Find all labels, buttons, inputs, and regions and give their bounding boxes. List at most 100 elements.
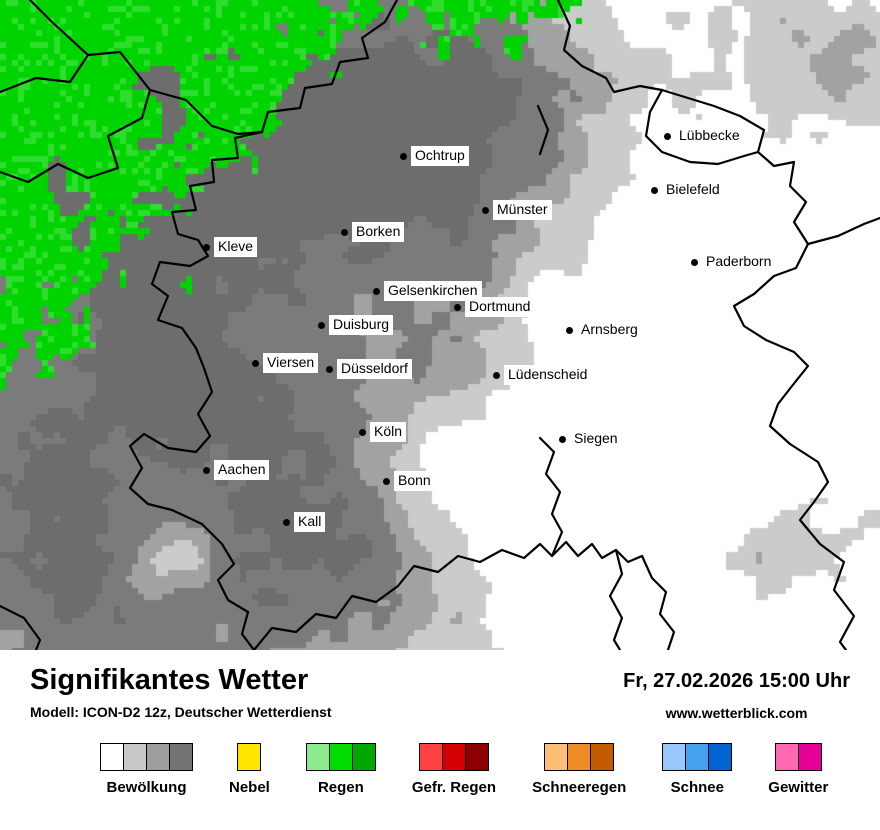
legend-label: Schnee (670, 779, 724, 796)
city-dot-icon (566, 326, 573, 334)
city-name: Lüdenscheid (504, 365, 592, 385)
legend-swatch (237, 743, 262, 771)
city-label: Duisburg (318, 314, 394, 336)
legend-swatches (418, 743, 489, 771)
legend-swatches (100, 743, 193, 771)
legend-swatch (305, 743, 330, 771)
city-name: Düsseldorf (337, 359, 412, 379)
legend-group: Schnee (662, 743, 733, 796)
legend-label: Schneeregen (532, 779, 627, 796)
legend-swatch (662, 743, 687, 771)
city-label: Arnsberg (566, 319, 642, 341)
city-name: Borken (352, 222, 405, 242)
legend-swatch (567, 743, 592, 771)
legend-swatch (100, 743, 124, 771)
city-name: Bonn (394, 471, 435, 491)
city-label: Bonn (383, 470, 435, 492)
legend-swatch (464, 743, 489, 771)
border-nl-inner-2 (0, 53, 90, 94)
city-dot-icon (559, 435, 566, 443)
legend-group: Gewitter (768, 743, 828, 796)
city-dot-icon (326, 365, 333, 373)
legend-group: Gefr. Regen (412, 743, 496, 796)
legend-swatches (662, 743, 733, 771)
border-nl-inner-3 (148, 88, 264, 136)
city-dot-icon (664, 132, 671, 140)
city-dot-icon (373, 287, 380, 295)
model-info: Modell: ICON-D2 12z, Deutscher Wetterdie… (30, 704, 332, 720)
legend-swatch (169, 743, 193, 771)
city-name: Siegen (570, 429, 622, 449)
city-label: Lübbecke (664, 125, 744, 147)
legend-swatches (774, 743, 822, 771)
legend-label: Gefr. Regen (411, 779, 497, 796)
footer-left: Signifikantes Wetter Modell: ICON-D2 12z… (30, 664, 332, 720)
border-overlay (0, 0, 880, 650)
page-title: Signifikantes Wetter (30, 664, 309, 696)
border-nl-inner-1 (0, 0, 152, 184)
city-dot-icon (493, 371, 500, 379)
website-url: www.wetterblick.com (665, 705, 808, 721)
city-label: Düsseldorf (326, 358, 412, 380)
city-label: Kall (283, 511, 326, 533)
city-name: Arnsberg (577, 320, 642, 340)
legend-swatch (146, 743, 170, 771)
city-name: Kleve (214, 237, 258, 257)
city-name: Viersen (263, 353, 319, 373)
city-dot-icon (318, 321, 325, 329)
legend: Bewölkung Nebel Regen Gefr. Regen Schneerege… (30, 743, 850, 796)
city-label: Ochtrup (400, 145, 469, 167)
city-label: Bielefeld (651, 179, 724, 201)
legend-swatches (305, 743, 376, 771)
city-dot-icon (359, 428, 366, 436)
city-dot-icon (341, 228, 348, 236)
city-label: Köln (359, 421, 407, 443)
city-dot-icon (203, 466, 210, 474)
legend-group: Regen (305, 743, 376, 796)
border-siegen-internal (538, 436, 564, 558)
legend-swatch (351, 743, 376, 771)
city-label: Gelsenkirchen (373, 280, 482, 302)
footer: Signifikantes Wetter Modell: ICON-D2 12z… (0, 650, 880, 830)
legend-group: Nebel (229, 743, 270, 796)
border-netherlands-west (128, 0, 399, 650)
city-dot-icon (691, 258, 698, 266)
legend-swatch (328, 743, 353, 771)
state-borders (0, 0, 880, 650)
city-dot-icon (454, 303, 461, 311)
legend-swatch (418, 743, 443, 771)
city-dot-icon (400, 152, 407, 160)
city-label: Aachen (203, 459, 270, 481)
city-dot-icon (651, 186, 658, 194)
city-name: Bielefeld (662, 180, 724, 200)
legend-swatch (590, 743, 615, 771)
legend-label: Gewitter (768, 779, 829, 796)
city-label: Lüdenscheid (493, 364, 592, 386)
legend-label: Nebel (229, 779, 270, 796)
legend-swatches (237, 743, 262, 771)
legend-swatches (544, 743, 615, 771)
border-siegen-internal-2 (608, 548, 624, 650)
city-layer: Ochtrup Lübbecke Bielefeld Münster Borken Kle… (203, 125, 772, 533)
border-east-spur (806, 216, 880, 246)
city-label: Viersen (252, 352, 319, 374)
legend-label: Bewölkung (106, 779, 187, 796)
footer-right: Fr, 27.02.2026 15:00 Uhr www.wetterblick… (623, 664, 850, 721)
city-name: Kall (294, 512, 326, 532)
city-name: Münster (493, 200, 552, 220)
city-dot-icon (203, 243, 210, 251)
city-label: Borken (341, 221, 405, 243)
city-name: Köln (370, 422, 407, 442)
city-label: Dortmund (454, 296, 535, 318)
legend-swatch (685, 743, 710, 771)
city-label: Münster (482, 199, 552, 221)
city-dot-icon (383, 477, 390, 485)
border-south (252, 540, 676, 650)
city-name: Aachen (214, 460, 270, 480)
city-label: Siegen (559, 428, 622, 450)
legend-label: Regen (317, 779, 364, 796)
city-name: Dortmund (465, 297, 535, 317)
legend-swatch (708, 743, 733, 771)
legend-swatch (797, 743, 822, 771)
